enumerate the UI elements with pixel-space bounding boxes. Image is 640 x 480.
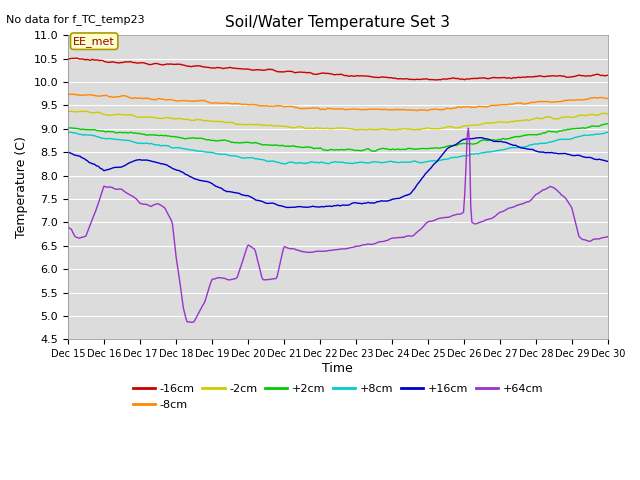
Text: EE_met: EE_met (74, 36, 115, 47)
Title: Soil/Water Temperature Set 3: Soil/Water Temperature Set 3 (225, 15, 451, 30)
Legend: -16cm, -8cm, -2cm, +2cm, +8cm, +16cm, +64cm: -16cm, -8cm, -2cm, +2cm, +8cm, +16cm, +6… (129, 380, 547, 414)
Y-axis label: Temperature (C): Temperature (C) (15, 136, 28, 238)
Text: No data for f_TC_temp23: No data for f_TC_temp23 (6, 14, 145, 25)
X-axis label: Time: Time (323, 362, 353, 375)
